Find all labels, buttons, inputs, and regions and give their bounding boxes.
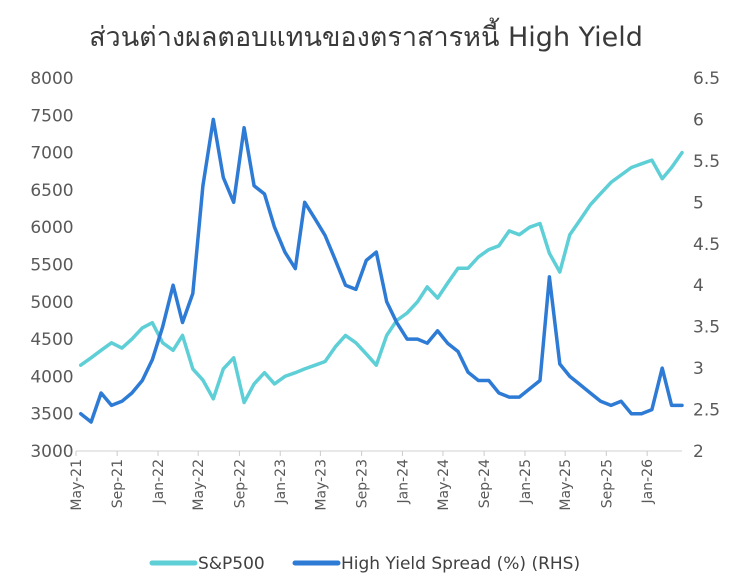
x-tick-label: May-23 (313, 459, 329, 511)
series-line-high-yield-spread (78, 117, 684, 424)
series-line-sp500 (78, 150, 684, 405)
y-tick-label: 6500 (30, 181, 73, 201)
x-tick-label: Sep-25 (599, 459, 615, 508)
x-tick-label: May-24 (436, 459, 452, 511)
y-tick-label: 4500 (30, 330, 73, 350)
legend-label: High Yield Spread (%) (RHS) (341, 554, 580, 574)
x-tick-label: May-25 (558, 459, 574, 511)
series-layer (78, 117, 684, 424)
y-tick-label: 6000 (30, 218, 73, 238)
y-tick-label: 3500 (30, 405, 73, 425)
x-tick-label: Jan-22 (151, 459, 167, 504)
y-tick-label: 3000 (30, 442, 73, 462)
y2-tick-label: 4 (693, 276, 704, 296)
y2-tick-label: 2.5 (693, 401, 720, 421)
y2-tick-label: 3 (693, 359, 704, 379)
y2-tick-label: 3.5 (693, 318, 720, 338)
x-tick-label: May-22 (191, 459, 207, 511)
x-tick-label: May-21 (69, 459, 85, 511)
y2-tick-label: 2 (693, 442, 704, 462)
legend-label: S&P500 (198, 554, 265, 574)
legend: S&P500 High Yield Spread (%) (RHS) (149, 554, 580, 574)
x-tick-label: Jan-23 (273, 459, 289, 504)
x-tick-label: Sep-23 (355, 459, 371, 508)
x-tick-label: Jan-24 (395, 459, 411, 505)
y-tick-label: 5000 (30, 293, 73, 313)
y-tick-label: 8000 (30, 69, 73, 89)
x-tick-label: Jan-25 (518, 459, 534, 504)
y2-tick-label: 6.5 (693, 69, 720, 89)
x-tick-label: Jan-26 (640, 459, 656, 505)
y2-tick-label: 4.5 (693, 235, 720, 255)
y-tick-label: 7000 (30, 144, 73, 164)
y-tick-label: 7500 (30, 106, 73, 126)
x-tick-label: Sep-24 (477, 459, 493, 508)
x-tick-label: Sep-21 (110, 459, 126, 508)
x-tick-label: Sep-22 (232, 459, 248, 508)
axes: 3000 3500 4000 4500 5000 5500 6000 6500 7000 7500… (30, 69, 720, 511)
y2-tick-label: 5 (693, 193, 704, 213)
y2-tick-label: 6 (693, 110, 704, 130)
y-tick-label: 4000 (30, 367, 73, 387)
y-tick-label: 5500 (30, 256, 73, 276)
y2-tick-label: 5.5 (693, 152, 720, 172)
chart-title: ส่วนต่างผลตอบแทนของตราสารหนี้ High Yield (89, 17, 643, 53)
